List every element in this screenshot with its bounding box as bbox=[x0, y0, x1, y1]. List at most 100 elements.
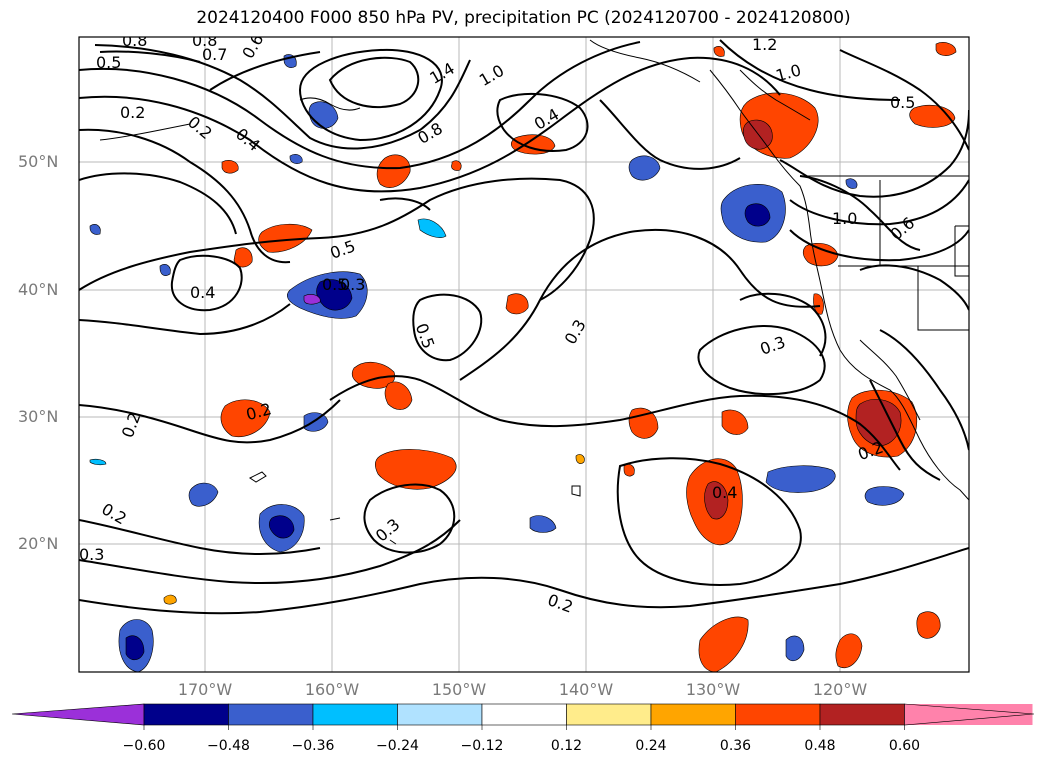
lat-label: 20°N bbox=[18, 534, 59, 553]
lon-label: 160°W bbox=[304, 680, 360, 699]
contour-label: 0.5 bbox=[96, 53, 121, 72]
precip-negative-area bbox=[785, 635, 805, 662]
precip-negative-area bbox=[89, 224, 101, 235]
colorbar-tick-label: −0.24 bbox=[376, 738, 419, 754]
contour-label: 0.2 bbox=[98, 499, 130, 528]
lon-label: 130°W bbox=[685, 680, 741, 699]
colorbar-segment bbox=[228, 703, 314, 726]
precip-positive-area bbox=[575, 454, 585, 464]
contour-label: 1.4 bbox=[426, 59, 458, 88]
precip-negative-area bbox=[628, 155, 661, 181]
contour-label: 0.4 bbox=[232, 124, 264, 155]
contour-label: 0.2 bbox=[184, 112, 216, 143]
precip-negative-area bbox=[744, 203, 771, 227]
contour-label: 0.5 bbox=[412, 321, 439, 351]
precipitation-anomalies bbox=[89, 42, 957, 672]
precip-positive-area bbox=[935, 42, 957, 56]
colorbar-segment bbox=[481, 703, 567, 726]
contour-label: 0.4 bbox=[531, 104, 563, 133]
precip-negative-area bbox=[268, 515, 295, 539]
precip-negative-area bbox=[864, 486, 905, 506]
contour-label: 0.3 bbox=[561, 316, 590, 348]
contour-label: 0.6 bbox=[887, 213, 919, 244]
lon-label: 140°W bbox=[558, 680, 614, 699]
precip-negative-area bbox=[845, 178, 858, 189]
colorbar-tick-label: 0.60 bbox=[888, 738, 921, 754]
precip-negative-area bbox=[316, 279, 353, 311]
lon-label: 120°W bbox=[812, 680, 868, 699]
map-frame bbox=[78, 36, 970, 673]
gridlines bbox=[79, 37, 969, 672]
lat-label: 40°N bbox=[18, 280, 59, 299]
precip-positive-area bbox=[623, 464, 635, 477]
contour-label: 0.8 bbox=[122, 31, 147, 50]
contour-label: 0.4 bbox=[190, 283, 215, 302]
colorbar-tick-label: 0.36 bbox=[719, 738, 752, 754]
colorbar-tick-label: −0.48 bbox=[207, 738, 250, 754]
precip-positive-area bbox=[916, 611, 941, 639]
contour-label: 0.3 bbox=[758, 332, 788, 359]
precip-positive-area bbox=[802, 243, 839, 267]
lon-label: 170°W bbox=[177, 680, 233, 699]
contour-label: 1.0 bbox=[476, 61, 508, 90]
precip-positive-area bbox=[220, 399, 271, 438]
precip-positive-area bbox=[374, 449, 457, 490]
colorbar-ticks bbox=[143, 725, 905, 730]
contour-label: 0.4 bbox=[712, 483, 737, 502]
colorbar-tick-label: −0.12 bbox=[460, 738, 504, 754]
colorbar-segment bbox=[735, 703, 821, 726]
colorbar-segment bbox=[143, 703, 229, 726]
precip-positive-area bbox=[704, 481, 729, 520]
precip-negative-area bbox=[765, 465, 836, 493]
colorbar-tick-label: 0.48 bbox=[804, 738, 836, 754]
precip-negative-area bbox=[417, 218, 447, 238]
colorbar-segment bbox=[566, 703, 652, 726]
precip-negative-area bbox=[159, 264, 171, 276]
precip-positive-area bbox=[451, 160, 462, 171]
precip-positive-area bbox=[163, 594, 177, 605]
contour-label: 0.5 bbox=[322, 275, 347, 294]
precip-positive-area bbox=[713, 46, 725, 57]
colorbar-tick-label: 0.24 bbox=[635, 738, 667, 754]
precip-positive-area bbox=[813, 293, 824, 315]
contour-label: 1.2 bbox=[752, 35, 777, 54]
precip-positive-area bbox=[698, 616, 749, 672]
precip-positive-area bbox=[835, 633, 863, 668]
map-title: 2024120400 F000 850 hPa PV, precipitatio… bbox=[196, 8, 851, 28]
colorbar-extend-low bbox=[11, 703, 145, 726]
contour-label: 0.8 bbox=[414, 119, 446, 148]
contour-label: 0.3 bbox=[79, 545, 104, 564]
colorbar-segment bbox=[650, 703, 736, 726]
colorbar-extend-high bbox=[904, 703, 1035, 726]
lat-label: 30°N bbox=[18, 407, 59, 426]
colorbar bbox=[11, 703, 1035, 730]
precip-negative-area bbox=[89, 458, 107, 466]
contour-label: 0.3 bbox=[372, 515, 404, 546]
precip-positive-area bbox=[855, 399, 902, 447]
colorbar-tick-label: 0.12 bbox=[550, 738, 583, 754]
precip-positive-area bbox=[721, 409, 749, 435]
colorbar-segment bbox=[819, 703, 905, 726]
contour-label: 0.7 bbox=[202, 45, 227, 64]
precip-negative-area bbox=[289, 154, 303, 164]
precip-positive-area bbox=[384, 381, 413, 410]
contour-label: 1.0 bbox=[774, 60, 804, 85]
lon-label: 150°W bbox=[431, 680, 487, 699]
precip-positive-area bbox=[221, 160, 239, 174]
precip-positive-area bbox=[376, 154, 411, 188]
contour-label: 0.5 bbox=[890, 93, 915, 112]
contour-label: 0.2 bbox=[118, 410, 145, 440]
contour-label: 0.8 bbox=[192, 31, 217, 50]
precip-negative-area bbox=[529, 515, 557, 533]
colorbar-segment bbox=[312, 703, 398, 726]
colorbar-tick-label: −0.60 bbox=[122, 738, 166, 754]
contour-label: 0.2 bbox=[120, 103, 145, 122]
contour-label: 0.3 bbox=[340, 275, 365, 294]
colorbar-segment bbox=[397, 703, 483, 726]
colorbar-tick-label: −0.36 bbox=[291, 738, 335, 754]
coastlines bbox=[99, 39, 969, 545]
precip-negative-area bbox=[303, 294, 321, 305]
contour-label: 0.6 bbox=[238, 30, 267, 62]
precip-negative-area bbox=[125, 635, 145, 661]
